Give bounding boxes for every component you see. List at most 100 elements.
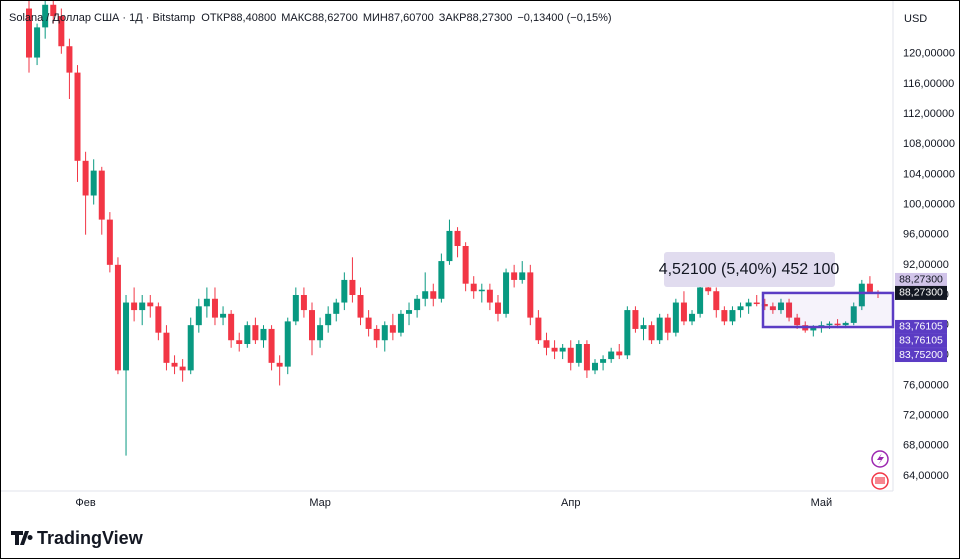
candle-body bbox=[680, 302, 687, 322]
candle-body bbox=[777, 302, 784, 311]
candle-body bbox=[389, 325, 396, 333]
candle-body bbox=[494, 302, 501, 314]
x-tick-label: Фев bbox=[75, 497, 95, 509]
candle-body bbox=[761, 304, 768, 307]
candle-body bbox=[123, 302, 130, 371]
candle-body bbox=[842, 322, 849, 326]
candle-body bbox=[131, 302, 138, 311]
candle-body bbox=[252, 325, 259, 341]
price-tag-label: 83,75200 bbox=[899, 349, 943, 361]
x-tick-label: Мар bbox=[309, 497, 331, 509]
candle-body bbox=[114, 264, 121, 371]
candle-body bbox=[292, 295, 299, 322]
candle-body bbox=[737, 306, 744, 311]
candle-body bbox=[527, 272, 534, 318]
candle-body bbox=[220, 313, 227, 318]
candle-body bbox=[689, 313, 696, 322]
candle-body bbox=[640, 325, 647, 329]
y-tick-label: 92,00000 bbox=[903, 259, 949, 271]
price-tag-box bbox=[895, 348, 947, 363]
x-tick-label: Май bbox=[811, 497, 833, 509]
candle-body bbox=[470, 283, 477, 292]
candle-body bbox=[430, 291, 437, 299]
candle-body bbox=[592, 362, 598, 371]
candle-body bbox=[794, 317, 801, 326]
candle-body bbox=[276, 362, 283, 367]
candle-body bbox=[729, 310, 736, 322]
candle-body bbox=[106, 219, 113, 265]
candle-body bbox=[632, 310, 639, 329]
y-tick-label: 76,00000 bbox=[903, 379, 949, 391]
candles bbox=[26, 1, 881, 456]
candle-body bbox=[333, 302, 340, 314]
candle-body bbox=[50, 4, 57, 17]
x-tick-label: Апр bbox=[561, 497, 580, 509]
candle-body bbox=[769, 306, 776, 311]
price-tag-label: 83,76105 bbox=[899, 321, 943, 333]
logo-mark bbox=[11, 531, 33, 545]
candle-body bbox=[786, 302, 793, 318]
candle-body bbox=[551, 347, 558, 352]
candle-body bbox=[422, 291, 429, 299]
candle-body bbox=[34, 27, 41, 58]
candle-body bbox=[834, 323, 841, 326]
candle-body bbox=[567, 347, 574, 363]
candle-body bbox=[446, 230, 453, 262]
candle-body bbox=[705, 287, 712, 292]
candle-body bbox=[309, 310, 315, 341]
symbol-name: Solana / Доллар США · 1Д · Bitstamp bbox=[9, 12, 195, 24]
candle-body bbox=[381, 325, 388, 341]
candle-body bbox=[721, 310, 728, 322]
y-tick-label: 64,00000 bbox=[903, 470, 949, 482]
price-tag-box bbox=[895, 285, 947, 300]
candle-body bbox=[406, 310, 413, 314]
candle-body bbox=[866, 283, 873, 292]
close-label: ЗАКР bbox=[439, 12, 467, 24]
candle-body bbox=[341, 279, 348, 303]
candle-body bbox=[697, 287, 704, 314]
price-tag-label: 88,27300 bbox=[899, 274, 943, 286]
candle-body bbox=[211, 298, 218, 318]
candle-body bbox=[503, 272, 510, 314]
candle-body bbox=[74, 72, 81, 161]
price-tag-box bbox=[895, 333, 947, 348]
y-tick-label: 108,00000 bbox=[903, 138, 955, 150]
change: −0,13400 (−0,15%) bbox=[517, 12, 611, 24]
candle-body bbox=[195, 306, 202, 326]
symbol: Solana / Доллар США · 1Д · Bitstamp ОТКР 8… bbox=[9, 12, 612, 24]
candle-body bbox=[486, 289, 493, 303]
candle-body bbox=[624, 310, 631, 356]
measure-range bbox=[761, 291, 895, 329]
candle-body bbox=[600, 359, 607, 363]
high: 88,62700 bbox=[312, 12, 358, 24]
candle-body bbox=[648, 325, 655, 341]
candle-body bbox=[66, 46, 73, 73]
candle-body bbox=[397, 313, 404, 333]
candle-body bbox=[478, 289, 485, 292]
candle-body bbox=[155, 306, 162, 333]
brand: TradingView bbox=[37, 528, 144, 548]
candle-body bbox=[713, 291, 720, 311]
candle-body bbox=[535, 317, 542, 341]
candle-body bbox=[317, 325, 324, 341]
candle-body bbox=[462, 246, 469, 284]
candle-body bbox=[810, 326, 817, 331]
currency-box[interactable] bbox=[898, 9, 928, 27]
price-tag-box bbox=[895, 272, 947, 287]
candle-body bbox=[284, 321, 291, 367]
y-tick-label: 100,00000 bbox=[903, 198, 955, 210]
y-tick-label: 104,00000 bbox=[903, 168, 955, 180]
candle-body bbox=[664, 317, 671, 333]
candle-body bbox=[300, 295, 307, 311]
candle-body bbox=[373, 328, 380, 341]
candle-body bbox=[575, 344, 582, 363]
candle-body bbox=[42, 4, 49, 28]
candle-body bbox=[753, 302, 760, 305]
currency[interactable]: USD bbox=[904, 13, 927, 25]
candle-body bbox=[325, 313, 332, 326]
candle-body bbox=[82, 160, 89, 196]
brand-logo: TradingView bbox=[11, 528, 144, 548]
y-tick-label: 116,00000 bbox=[903, 78, 954, 90]
open-label: ОТКР bbox=[201, 12, 230, 24]
candle-body bbox=[672, 302, 679, 333]
